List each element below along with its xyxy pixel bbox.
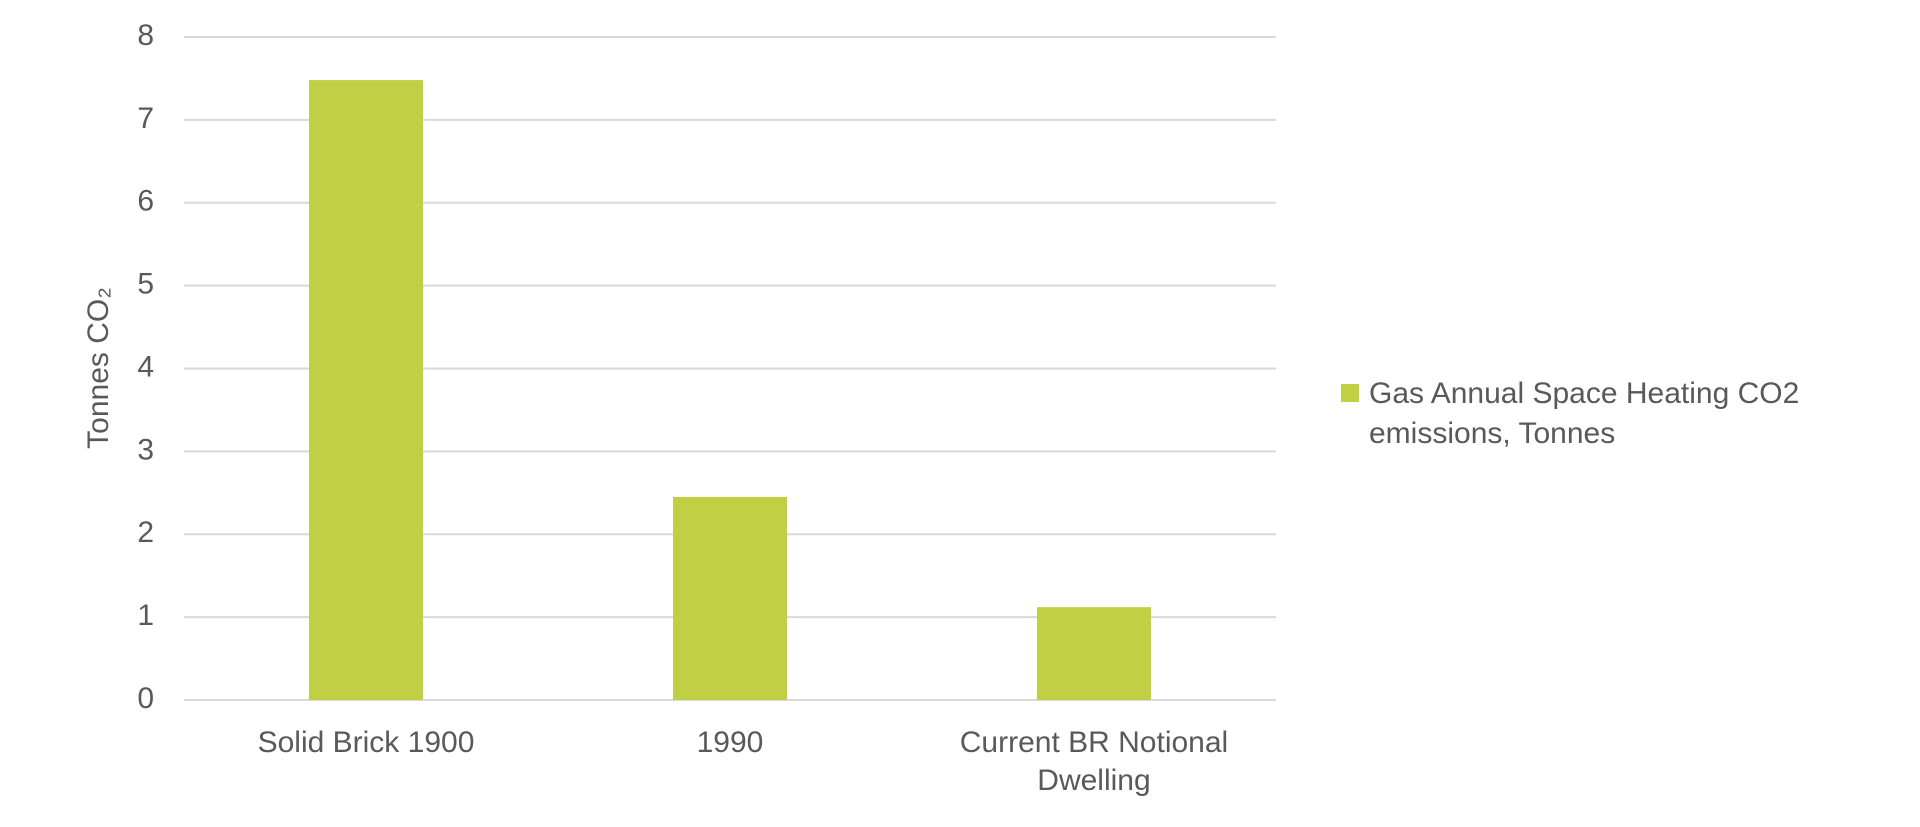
bar [673, 496, 787, 700]
y-axis-title: Tonnes CO₂ [82, 287, 115, 449]
bar [1037, 607, 1151, 700]
x-tick-label: Current BR Notional Dwelling [959, 726, 1229, 797]
y-tick-label: 0 [137, 682, 154, 715]
x-tick-label: 1990 [696, 726, 764, 759]
y-tick-label: 7 [137, 102, 154, 135]
y-tick-label: 4 [137, 350, 154, 383]
x-tick-label: Solid Brick 1900 [257, 726, 475, 759]
y-tick-label: 2 [137, 516, 154, 549]
legend-swatch [1341, 384, 1359, 402]
y-tick-label: 6 [137, 185, 154, 218]
legend: Gas Annual Space Heating CO2 emissions, … [1341, 374, 1899, 454]
bar [309, 80, 423, 701]
y-tick-label: 3 [137, 433, 154, 466]
y-tick-label: 1 [137, 599, 154, 632]
y-tick-label: 8 [137, 19, 154, 52]
y-tick-label: 5 [137, 268, 154, 301]
legend-label: Gas Annual Space Heating CO2 emissions, … [1369, 377, 1800, 450]
